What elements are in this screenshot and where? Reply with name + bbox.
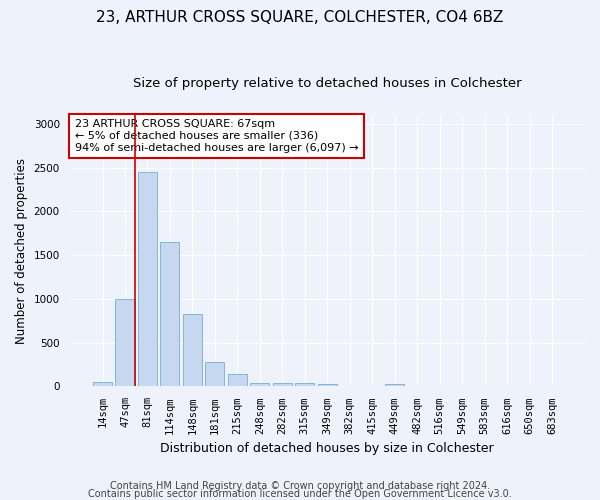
Bar: [183, 314, 202, 386]
Bar: [273, 382, 292, 386]
Bar: [160, 242, 179, 386]
Bar: [250, 382, 269, 386]
Text: Contains HM Land Registry data © Crown copyright and database right 2024.: Contains HM Land Registry data © Crown c…: [110, 481, 490, 491]
Bar: [93, 382, 112, 386]
Bar: [205, 362, 224, 386]
Text: 23 ARTHUR CROSS SQUARE: 67sqm
← 5% of detached houses are smaller (336)
94% of s: 23 ARTHUR CROSS SQUARE: 67sqm ← 5% of de…: [74, 120, 358, 152]
Text: 23, ARTHUR CROSS SQUARE, COLCHESTER, CO4 6BZ: 23, ARTHUR CROSS SQUARE, COLCHESTER, CO4…: [97, 10, 503, 25]
Bar: [318, 384, 337, 386]
Title: Size of property relative to detached houses in Colchester: Size of property relative to detached ho…: [133, 78, 521, 90]
Bar: [115, 299, 134, 386]
Text: Contains public sector information licensed under the Open Government Licence v3: Contains public sector information licen…: [88, 489, 512, 499]
Bar: [295, 383, 314, 386]
X-axis label: Distribution of detached houses by size in Colchester: Distribution of detached houses by size …: [160, 442, 494, 455]
Bar: [228, 374, 247, 386]
Bar: [385, 384, 404, 386]
Bar: [138, 172, 157, 386]
Y-axis label: Number of detached properties: Number of detached properties: [15, 158, 28, 344]
